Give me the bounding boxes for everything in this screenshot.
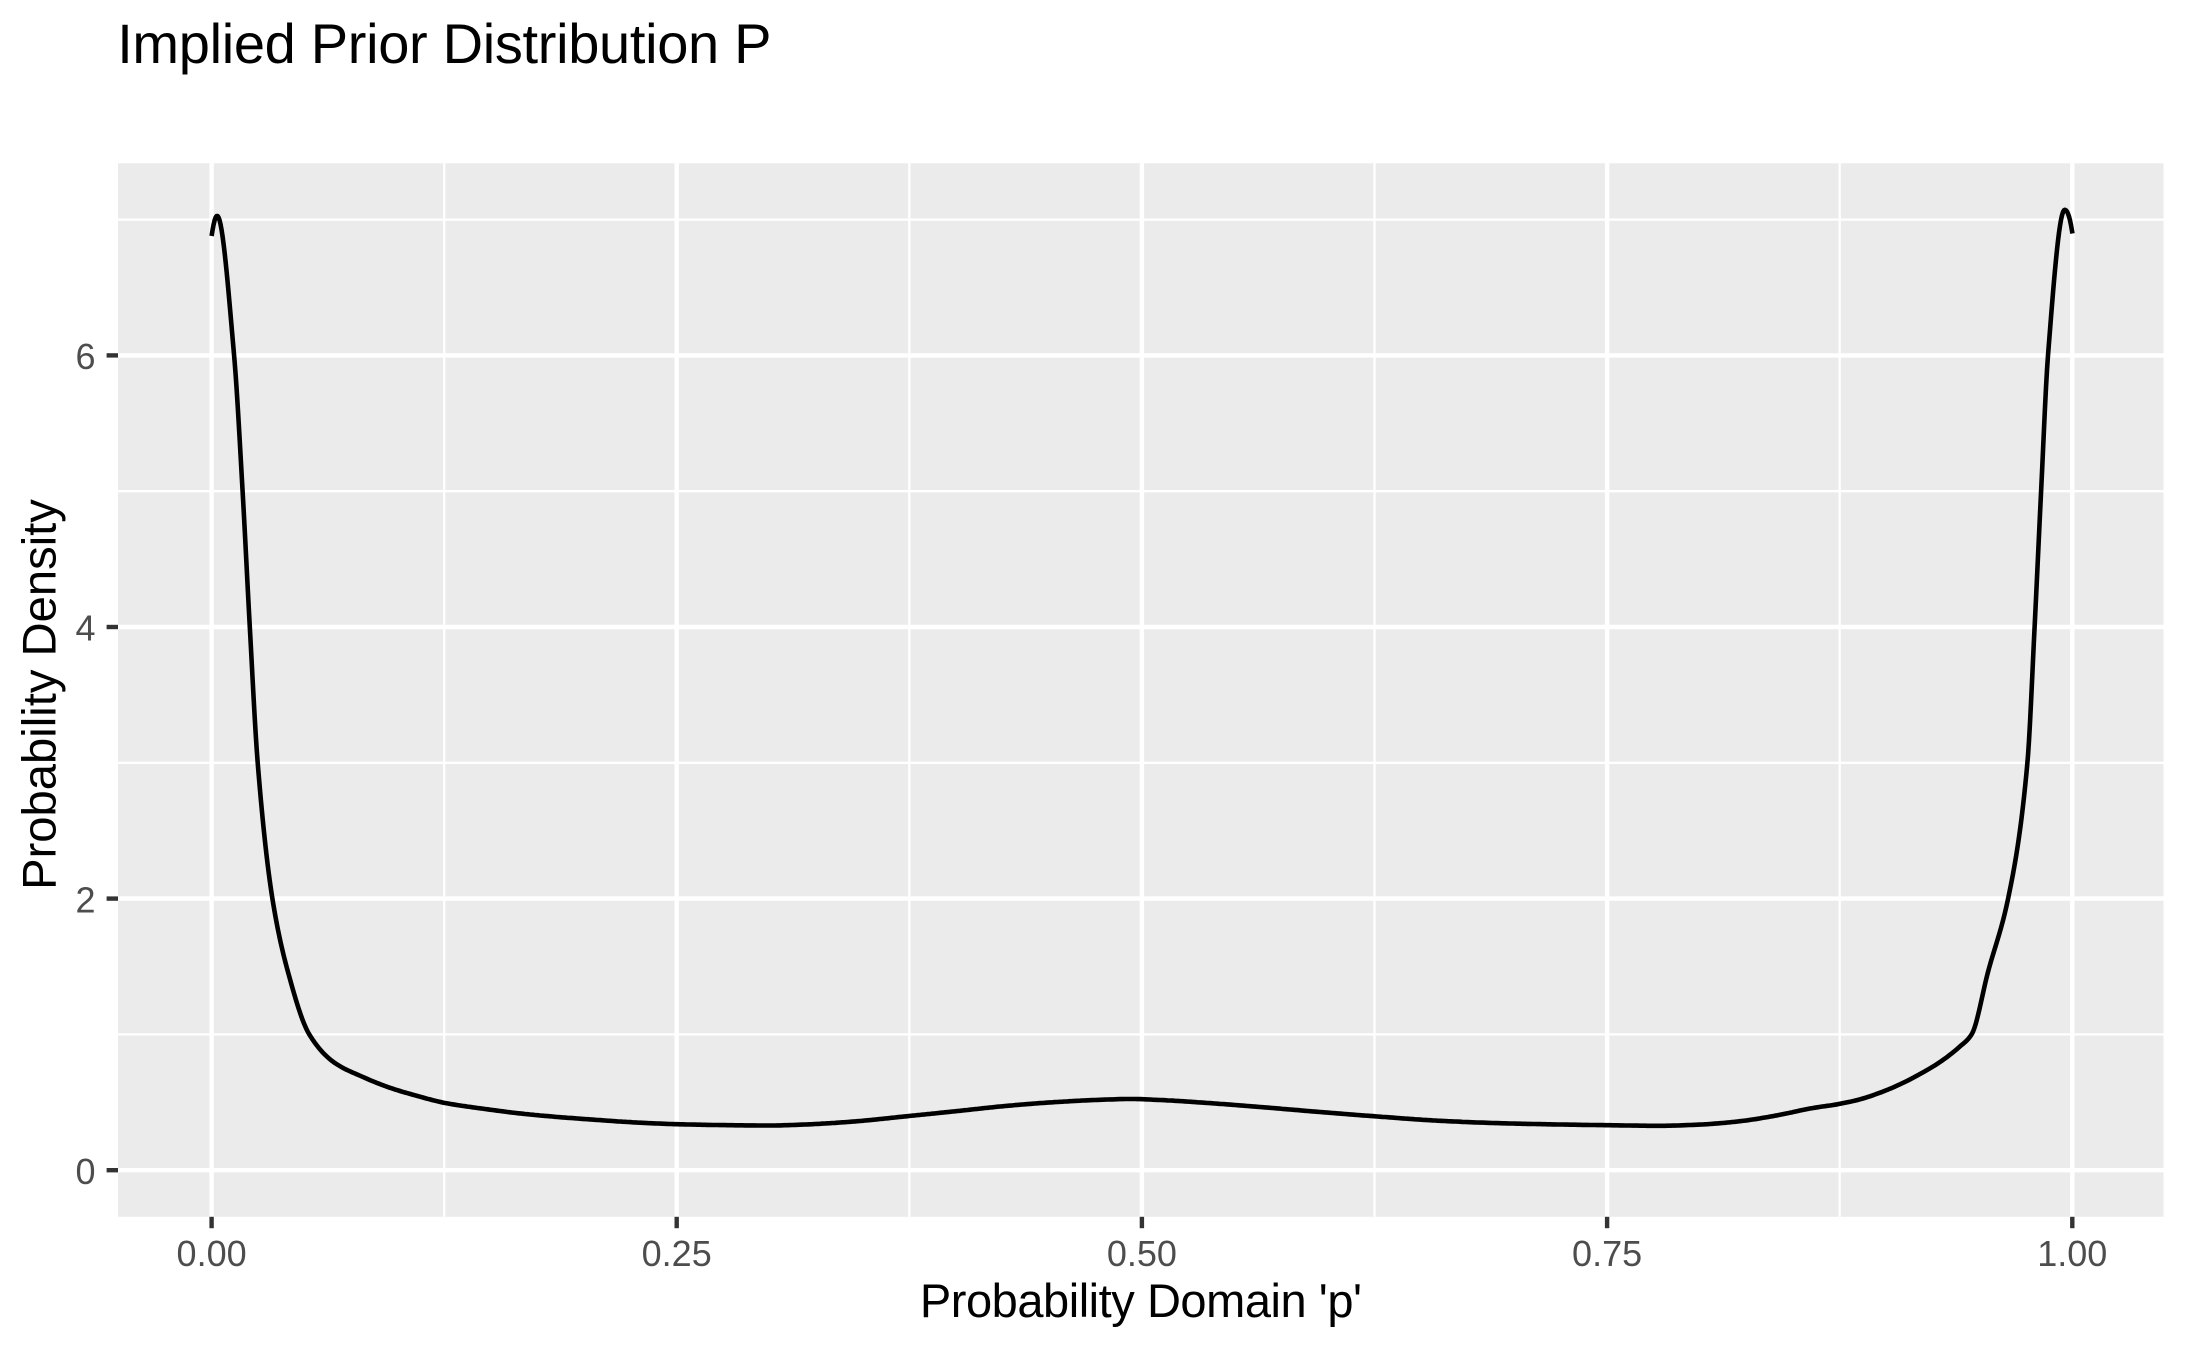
svg-text:Probability Domain 'p': Probability Domain 'p' xyxy=(920,1274,1362,1327)
svg-text:2: 2 xyxy=(75,879,95,920)
svg-text:0: 0 xyxy=(75,1151,95,1192)
svg-text:1.00: 1.00 xyxy=(2037,1233,2107,1274)
svg-text:6: 6 xyxy=(75,336,95,377)
svg-text:0.25: 0.25 xyxy=(642,1233,712,1274)
svg-text:0.00: 0.00 xyxy=(177,1233,247,1274)
svg-text:4: 4 xyxy=(75,608,95,649)
svg-text:Implied Prior Distribution P: Implied Prior Distribution P xyxy=(117,12,771,75)
svg-text:0.50: 0.50 xyxy=(1107,1233,1177,1274)
svg-text:Probability Density: Probability Density xyxy=(14,499,67,890)
svg-text:0.75: 0.75 xyxy=(1572,1233,1642,1274)
